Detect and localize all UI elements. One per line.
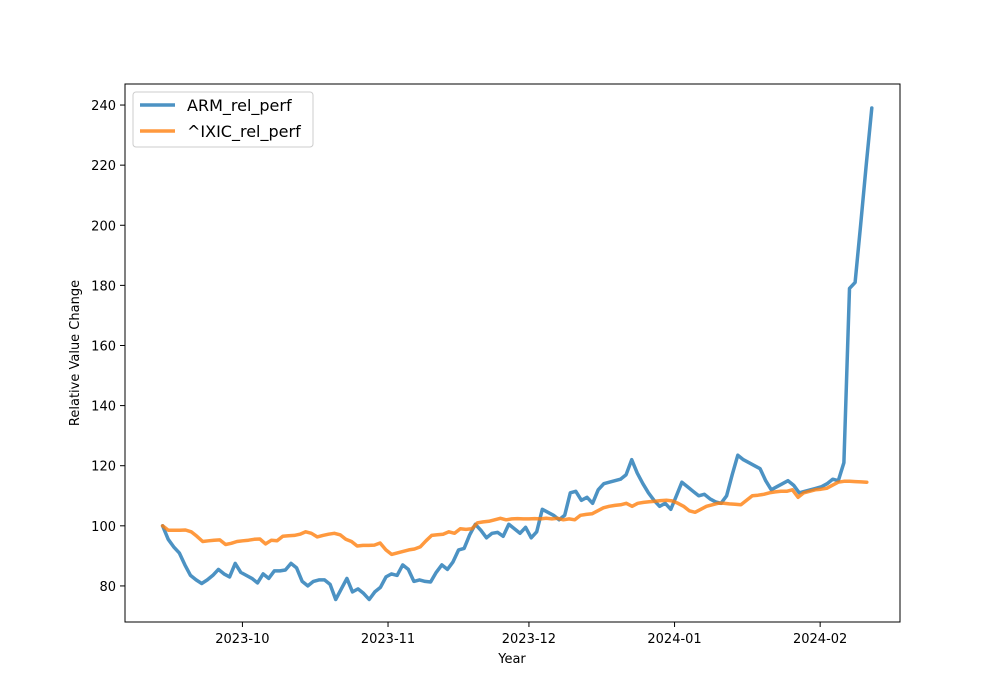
x-tick-label: 2024-01	[647, 632, 701, 647]
x-tick-label: 2024-02	[793, 632, 847, 647]
x-tick-label: 2023-11	[361, 632, 415, 647]
series-line-1	[160, 106, 874, 602]
y-tick-label: 80	[99, 580, 116, 595]
legend-label-1: ARM_rel_perf	[187, 96, 292, 116]
y-tick-label: 200	[91, 219, 116, 234]
y-tick-label: 180	[91, 279, 116, 294]
y-axis: 80 100 120 140 160 180 200 220 240	[91, 99, 125, 595]
legend-box	[132, 91, 314, 148]
plot-area	[160, 106, 874, 602]
x-axis: 2023-10 2023-11 2023-12 2024-01 2024-02	[215, 622, 847, 647]
series-line-2	[160, 479, 869, 557]
x-axis-title: Year	[497, 652, 526, 667]
y-tick-label: 240	[91, 99, 116, 114]
legend: ARM_rel_perf ^IXIC_rel_perf	[132, 91, 314, 148]
y-tick-label: 120	[91, 460, 116, 475]
plot-frame	[124, 83, 901, 623]
legend-label-2: ^IXIC_rel_perf	[187, 122, 301, 142]
y-tick-label: 160	[91, 339, 116, 354]
y-tick-label: 140	[91, 400, 116, 415]
y-tick-label: 100	[91, 520, 116, 535]
y-tick-label: 220	[91, 159, 116, 174]
y-axis-title: Relative Value Change	[68, 280, 83, 426]
x-tick-label: 2023-10	[215, 632, 269, 647]
x-tick-label: 2023-12	[502, 632, 556, 647]
